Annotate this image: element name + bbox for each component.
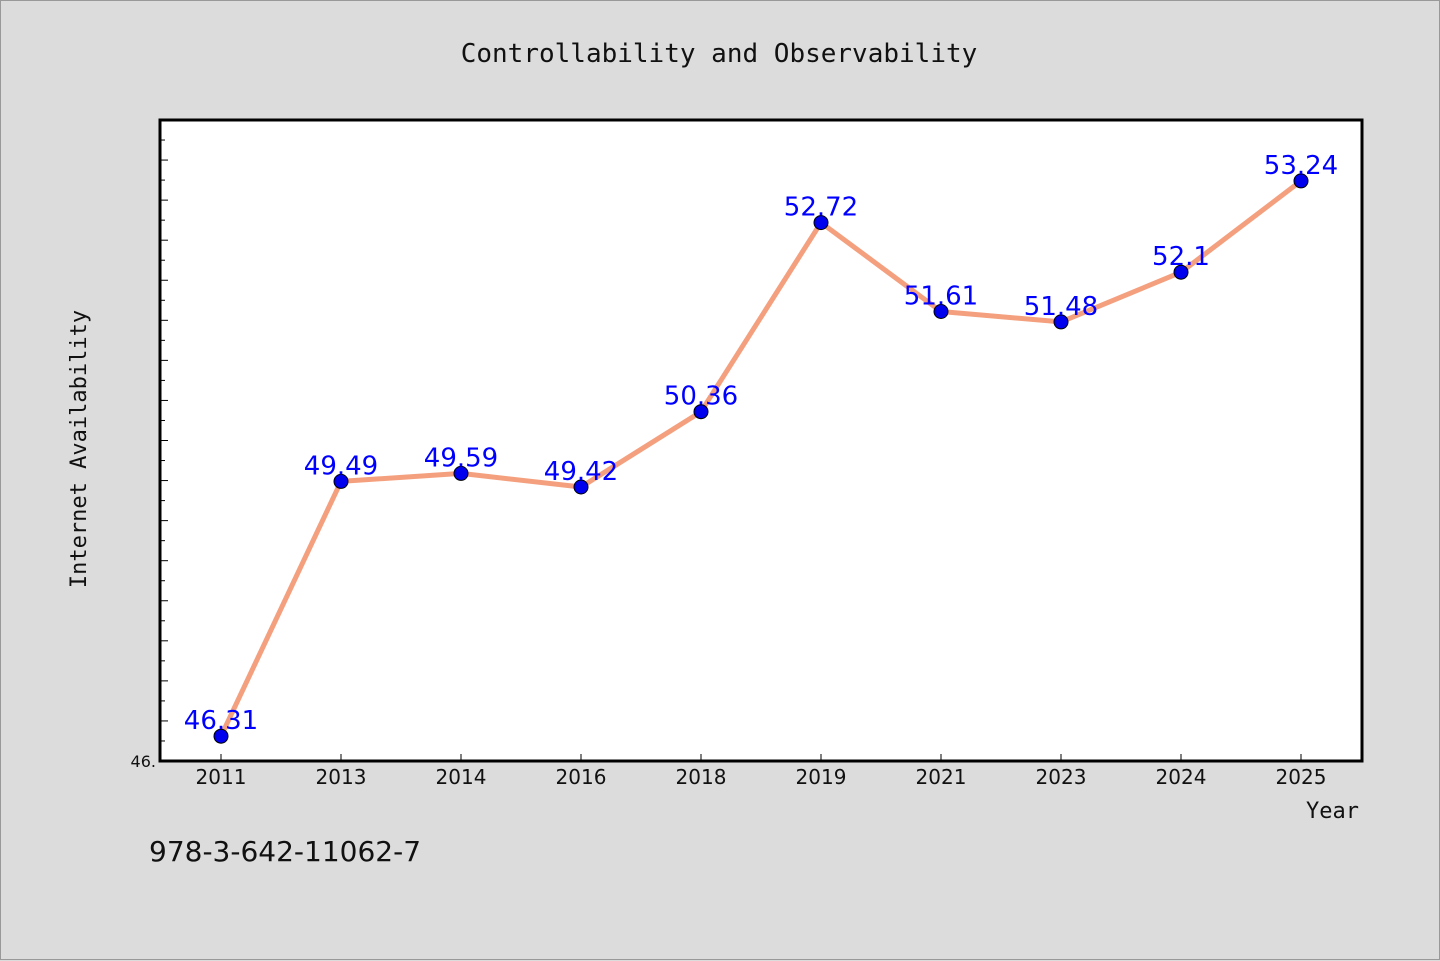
- data-point: [213, 728, 229, 744]
- data-label: 50.36: [664, 382, 738, 412]
- x-tick-label: 2019: [796, 765, 847, 789]
- data-label: 51.61: [904, 282, 978, 312]
- data-label: 53.24: [1264, 151, 1338, 181]
- data-point: [813, 215, 829, 231]
- x-axis-label: Year: [1306, 799, 1359, 824]
- data-label: 51.48: [1024, 292, 1098, 322]
- y-axis-tick-labels: 46.: [131, 752, 156, 771]
- data-point: [933, 304, 949, 319]
- data-labels: 46.31 49.49 49.59 49.42 50.36 52.72 51.61 51.48…: [184, 151, 1338, 736]
- data-label: 49.42: [544, 457, 618, 487]
- x-tick-label: 2011: [196, 765, 247, 789]
- data-point: [693, 404, 709, 420]
- y-axis-label: Internet Availability: [67, 310, 92, 588]
- data-point: [453, 465, 469, 481]
- x-tick-label: 2021: [916, 765, 967, 789]
- series-markers: [213, 173, 1309, 744]
- data-point: [1053, 314, 1069, 330]
- series-line: [218, 178, 1303, 738]
- data-point: [1293, 173, 1309, 189]
- data-point: [333, 473, 349, 489]
- y-axis-ticks: [160, 119, 168, 762]
- data-point: [573, 479, 589, 495]
- x-tick-label: 2016: [556, 765, 607, 789]
- data-label: 52.72: [784, 193, 858, 223]
- x-tick-label: 2013: [316, 765, 367, 789]
- data-label: 49.59: [424, 443, 498, 473]
- x-tick-label: 2024: [1156, 765, 1207, 789]
- x-tick-label: 2018: [676, 765, 727, 789]
- x-axis-ticks: [220, 754, 1302, 761]
- data-label: 49.49: [304, 451, 378, 481]
- y-tick-label: 46.: [131, 752, 156, 771]
- x-tick-label: 2025: [1276, 765, 1327, 789]
- plot-area: [158, 118, 1364, 763]
- data-point: [1173, 264, 1189, 280]
- x-axis-tick-labels: 2011 2013 2014 2016 2018 2019 2021 2023 2024 2025: [196, 765, 1327, 789]
- x-tick-label: 2014: [436, 765, 487, 789]
- footer-code: 978-3-642-11062-7: [149, 835, 422, 868]
- chart-title: Controllability and Observability: [461, 39, 978, 69]
- data-label: 52.1: [1152, 242, 1210, 272]
- data-label: 46.31: [184, 706, 258, 736]
- x-tick-label: 2023: [1036, 765, 1087, 789]
